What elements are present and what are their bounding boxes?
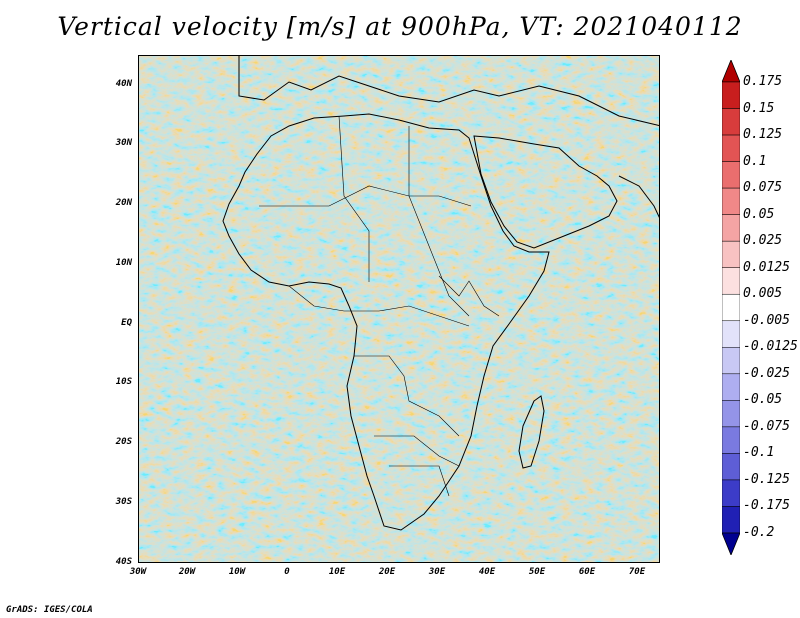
colorbar-segment (722, 214, 740, 242)
lat-label-40s: 40S (115, 557, 132, 567)
lon-label-0: 0 (284, 567, 290, 577)
coastlines (222, 56, 659, 531)
colorbar-tick-label: 0.175 (743, 74, 783, 89)
colorbar-tick-label: -0.2 (743, 525, 775, 540)
colorbar-segment (722, 240, 740, 268)
colorbar-segment (722, 81, 740, 109)
map-svg (139, 56, 659, 562)
lon-label-50e: 50E (528, 567, 546, 577)
lat-label-30s: 30S (115, 497, 132, 507)
colorbar-top-arrow (722, 60, 740, 83)
lat-label-10s: 10S (115, 377, 132, 387)
colorbar-segment (722, 373, 740, 401)
colorbar-tick-label: -0.025 (743, 365, 790, 381)
colorbar-tick-label: -0.1 (743, 445, 775, 461)
colorbar-segment (722, 506, 740, 534)
colorbar-tick-label: 0.125 (743, 127, 783, 143)
colorbar-bottom-arrow (722, 532, 740, 555)
colorbar-segment (722, 347, 740, 375)
lon-label-10w: 10W (228, 567, 246, 577)
colorbar-tick-label: -0.0125 (743, 339, 798, 355)
lon-label-70e: 70E (628, 567, 646, 577)
colorbar-tick-label: 0.005 (743, 286, 783, 302)
lon-label-30w: 30W (129, 567, 147, 577)
colorbar-tick-label: -0.175 (743, 498, 790, 514)
colorbar-tick-label: 0.1 (743, 153, 767, 169)
lat-label-20n: 20N (115, 198, 132, 208)
lon-label-40e: 40E (478, 567, 496, 577)
madagascar-coastline (518, 395, 545, 469)
country-borders (259, 115, 500, 497)
lon-label-20w: 20W (178, 567, 196, 577)
lat-label-10n: 10N (115, 258, 132, 268)
europe-coastline (238, 56, 659, 127)
africa-coastline (222, 113, 550, 531)
lat-label-eq: EQ (121, 318, 132, 328)
colorbar-tick-label: -0.005 (743, 312, 790, 328)
colorbar-tick-label: -0.125 (743, 471, 790, 487)
colorbar-segment (722, 161, 740, 189)
colorbar-segment (722, 320, 740, 348)
colorbar-tick-label: 0.05 (743, 206, 775, 222)
colorbar-segment (722, 187, 740, 215)
colorbar-segment (722, 108, 740, 136)
lon-label-30e: 30E (428, 567, 446, 577)
lat-label-40n: 40N (115, 79, 132, 89)
colorbar-tick-label: 0.075 (743, 180, 783, 196)
lon-label-10e: 10E (328, 567, 346, 577)
colorbar-tick-label: -0.075 (743, 418, 790, 434)
lat-label-20s: 20S (115, 437, 132, 447)
colorbar-segment (722, 426, 740, 454)
lat-label-30n: 30N (115, 138, 132, 148)
colorbar-segment (722, 293, 740, 322)
colorbar-segment (722, 134, 740, 162)
colorbar-segment (722, 479, 740, 507)
grads-credit: GrADS: IGES/COLA (6, 605, 93, 615)
colorbar-tick-label: 0.15 (743, 100, 775, 116)
velocity-map (138, 55, 660, 563)
colorbar (722, 60, 740, 555)
colorbar-tick-label: 0.0125 (743, 259, 790, 275)
velocity-field (139, 56, 659, 562)
lon-label-20e: 20E (378, 567, 396, 577)
colorbar-tick-label: -0.05 (743, 392, 783, 408)
colorbar-tick-label: 0.025 (743, 233, 783, 249)
india-coastline (618, 175, 659, 218)
arabia-coastline (473, 135, 618, 249)
map-title: Vertical velocity [m/s] at 900hPa, VT: 2… (57, 12, 743, 41)
colorbar-segment (722, 400, 740, 428)
colorbar-segment (722, 453, 740, 481)
lon-label-60e: 60E (578, 567, 596, 577)
colorbar-segment (722, 267, 740, 295)
